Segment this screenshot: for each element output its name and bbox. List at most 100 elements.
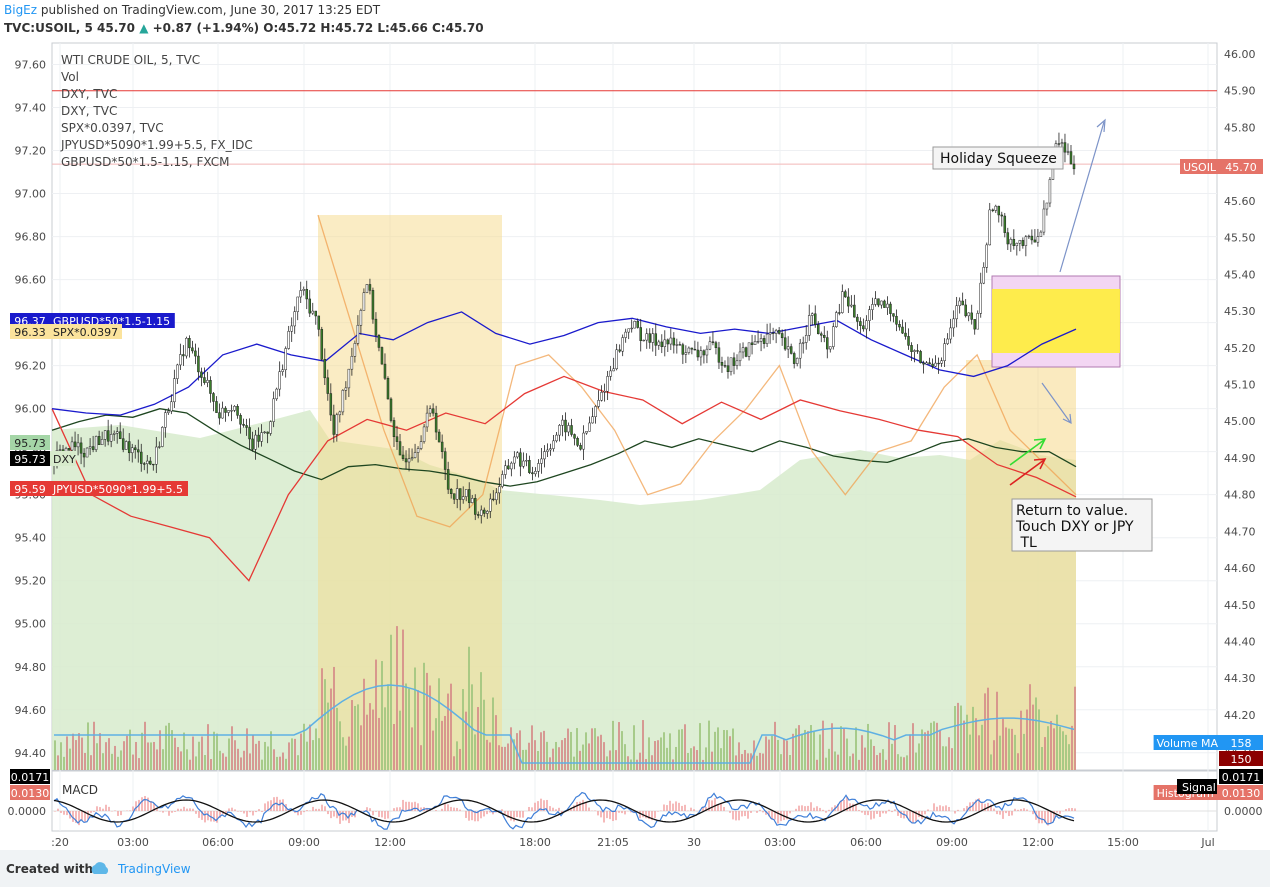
tradingview-link[interactable]: TradingView <box>118 862 191 876</box>
candle-body <box>982 267 985 284</box>
candle-body <box>690 347 694 350</box>
volume-bar <box>837 754 839 770</box>
candle-body <box>103 430 107 440</box>
macd-histogram-bar <box>531 807 533 811</box>
macd-histogram-bar <box>861 811 863 813</box>
candle-body <box>413 452 417 458</box>
volume-bar <box>1038 709 1040 770</box>
volume-bar <box>741 754 743 770</box>
macd-histogram-bar <box>81 811 83 821</box>
candle-body <box>127 441 131 454</box>
volume-bar <box>225 756 227 770</box>
candle-body <box>510 462 513 470</box>
macd-histogram-bar <box>927 809 929 811</box>
volume-bar <box>825 757 827 770</box>
volume-bar <box>723 729 725 770</box>
candle-body <box>371 290 375 320</box>
candle-body <box>699 350 703 358</box>
macd-histogram-bar <box>195 811 197 814</box>
time-axis-tick-label: 06:00 <box>850 836 882 849</box>
candle-body <box>612 368 615 372</box>
volume-bar <box>264 741 266 770</box>
legend-entry: JPYUSD*5090*1.99+5.5, FX_IDC <box>60 138 253 152</box>
macd-histogram-bar <box>771 811 773 820</box>
candle-body <box>130 447 134 454</box>
candle-body <box>705 348 709 356</box>
volume-bar <box>840 726 842 770</box>
macd-histogram-bar <box>411 802 413 811</box>
macd-histogram-bar <box>597 811 599 816</box>
left-axis-tick-label: 95.20 <box>15 575 47 588</box>
macd-histogram-bar <box>819 807 821 811</box>
volume-bar <box>930 722 932 770</box>
right-price-axis[interactable]: 46.00 45.90 45.80 45.70 45.60 45.50 45.40 45.30… <box>1224 48 1256 759</box>
candle-body <box>422 426 426 442</box>
holiday-box[interactable] <box>932 146 1064 170</box>
volume-bar <box>618 722 620 770</box>
macd-histogram-bar <box>108 806 110 811</box>
return-box[interactable] <box>1011 498 1153 552</box>
right-last-value-tag: 158 Volume MA <box>1153 735 1263 750</box>
macd-histogram-bar <box>189 808 191 811</box>
macd-left-tag: 0.0171 <box>10 769 50 784</box>
volume-bar <box>780 754 782 770</box>
candle-body <box>112 432 116 435</box>
candle-body <box>603 391 606 393</box>
macd-histogram-bar <box>78 811 80 826</box>
candle-body <box>266 431 269 434</box>
macd-histogram-bar <box>780 811 782 822</box>
volume-bar <box>852 753 854 770</box>
macd-histogram-bar <box>156 807 158 811</box>
volume-bar <box>882 749 884 770</box>
macd-histogram-bar <box>249 811 251 813</box>
candle-body <box>910 345 913 352</box>
candle-body <box>233 406 236 411</box>
volume-bar <box>1008 728 1010 770</box>
candle-body <box>985 244 988 268</box>
arrowhead-down <box>1062 413 1072 425</box>
macd-histogram-bar <box>1044 811 1046 823</box>
macd-histogram-bar <box>675 801 677 811</box>
time-axis[interactable]: :20 03:00 06:00 09:00 12:00 18:00 21:05 30 03:00… <box>51 836 1214 849</box>
candle-body <box>431 408 435 414</box>
volume-bar <box>612 720 614 770</box>
candle-body <box>179 354 182 366</box>
volume-bar <box>168 722 170 770</box>
dxy-area-fill <box>52 410 1076 770</box>
candle-body <box>648 333 652 343</box>
candle-body <box>507 465 510 470</box>
macd-histogram-bar <box>741 811 743 817</box>
candle-body <box>389 398 393 421</box>
volume-bar <box>429 685 431 770</box>
price-chart[interactable]: Holiday Squeeze Return to value. Touch D… <box>0 0 1270 850</box>
volume-bar <box>54 740 56 770</box>
candle-body <box>347 368 351 389</box>
macd-histogram-bar <box>555 809 557 811</box>
candle-body <box>949 327 952 340</box>
volume-bar <box>774 721 776 770</box>
macd-histogram-bar <box>258 809 260 811</box>
author-link[interactable]: BigEz <box>4 3 38 17</box>
candle-body <box>293 311 296 327</box>
candle-body <box>958 300 961 306</box>
candle-body <box>263 431 266 434</box>
value-tag-bg <box>1219 735 1263 750</box>
candle-body <box>832 326 835 347</box>
macd-histogram-bar <box>1017 809 1019 811</box>
series-legend: WTI CRUDE OIL, 5, TVC Vol DXY, TVC DXY, TVC… <box>60 53 253 169</box>
candle-body <box>720 362 724 366</box>
left-price-axis[interactable]: 97.6097.4097.2097.0096.8096.6096.4096.20… <box>15 59 47 760</box>
macd-histogram-bar <box>510 811 512 821</box>
macd-histogram-bar <box>366 807 368 811</box>
value-tag-text: 0.0130 <box>1222 787 1261 800</box>
candle-body <box>826 337 829 350</box>
candle-body <box>901 326 904 334</box>
volume-bar <box>636 759 638 770</box>
candle-body <box>1048 179 1052 204</box>
candle-body <box>618 349 621 352</box>
candle-body <box>841 291 844 313</box>
macd-histogram-bar <box>147 797 149 811</box>
candle-body <box>1015 242 1019 246</box>
volume-bar <box>492 697 494 770</box>
volume-bar <box>894 725 896 770</box>
